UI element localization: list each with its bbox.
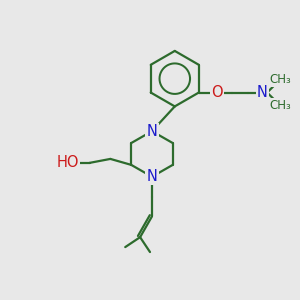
Text: CH₃: CH₃ xyxy=(269,73,291,86)
Text: N: N xyxy=(146,169,158,184)
Text: HO: HO xyxy=(56,155,79,170)
Text: O: O xyxy=(211,85,222,100)
Text: N: N xyxy=(257,85,268,100)
Text: CH₃: CH₃ xyxy=(269,99,291,112)
Text: N: N xyxy=(146,124,158,139)
